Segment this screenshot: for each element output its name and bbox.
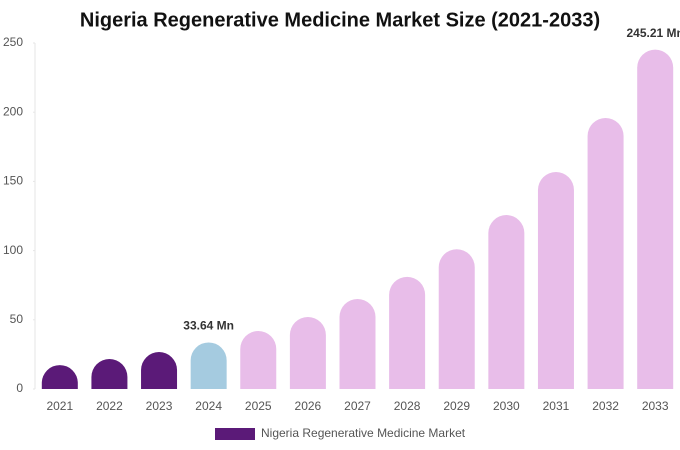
x-tick-label: 2033: [642, 399, 669, 413]
y-tick-label: 100: [3, 243, 23, 257]
x-tick-label: 2022: [96, 399, 123, 413]
bar: [339, 299, 376, 389]
y-tick-label: 150: [3, 174, 23, 188]
bar: [91, 358, 128, 389]
y-tick-label: 200: [3, 104, 23, 118]
bar: [587, 118, 624, 389]
x-tick-label: 2027: [344, 399, 371, 413]
bar: [488, 215, 525, 389]
legend-swatch: [215, 428, 255, 440]
x-tick-label: 2021: [46, 399, 73, 413]
legend-label: Nigeria Regenerative Medicine Market: [261, 426, 466, 440]
value-label: 245.21 Mn: [627, 26, 680, 40]
bar: [289, 317, 326, 389]
x-tick-label: 2024: [195, 399, 222, 413]
bar: [438, 249, 475, 389]
bar: [637, 49, 674, 389]
bar: [190, 342, 227, 389]
bar: [537, 171, 574, 389]
x-tick-label: 2032: [592, 399, 619, 413]
x-tick-label: 2026: [295, 399, 322, 413]
x-tick-label: 2028: [394, 399, 421, 413]
x-tick-label: 2025: [245, 399, 272, 413]
bar: [41, 365, 78, 389]
x-tick-label: 2029: [443, 399, 470, 413]
bar: [141, 352, 178, 389]
x-tick-label: 2030: [493, 399, 520, 413]
y-tick-label: 0: [16, 381, 23, 395]
value-label: 33.64 Mn: [183, 319, 234, 333]
bar: [240, 331, 277, 389]
y-tick-label: 50: [10, 312, 24, 326]
bar: [389, 276, 426, 389]
x-tick-label: 2031: [543, 399, 570, 413]
chart-title: Nigeria Regenerative Medicine Market Siz…: [80, 9, 600, 31]
x-tick-label: 2023: [146, 399, 173, 413]
y-tick-label: 250: [3, 35, 23, 49]
